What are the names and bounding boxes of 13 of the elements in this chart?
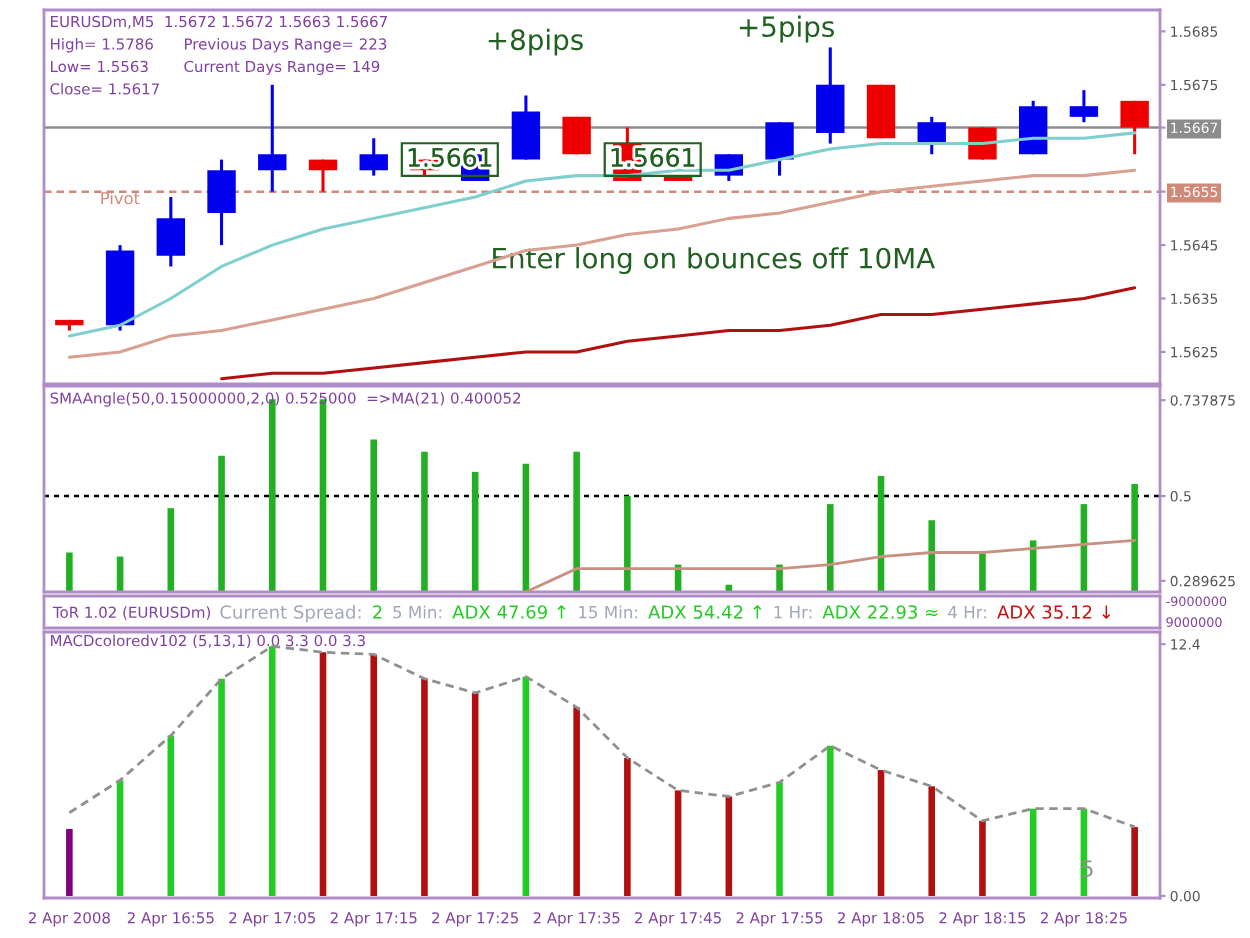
- text: ADX 35.12 ↓: [997, 605, 1111, 619]
- text: 5 Min:: [393, 605, 442, 619]
- annotation: +8pips: [488, 28, 583, 56]
- text: ADX 54.42 ↑: [648, 605, 762, 619]
- ref-line-label: Pivot: [101, 191, 140, 205]
- text: 15 Min:: [579, 605, 638, 619]
- text: ADX 22.93 ≈: [822, 605, 938, 619]
- text: Current Spread:: [220, 604, 361, 623]
- text: 2: [373, 605, 382, 619]
- annotation: +5pips: [739, 15, 834, 43]
- text: ADX 47.69 ↑: [452, 605, 566, 619]
- text: 4 Hr:: [948, 606, 986, 619]
- text: 1 Hr:: [774, 606, 812, 619]
